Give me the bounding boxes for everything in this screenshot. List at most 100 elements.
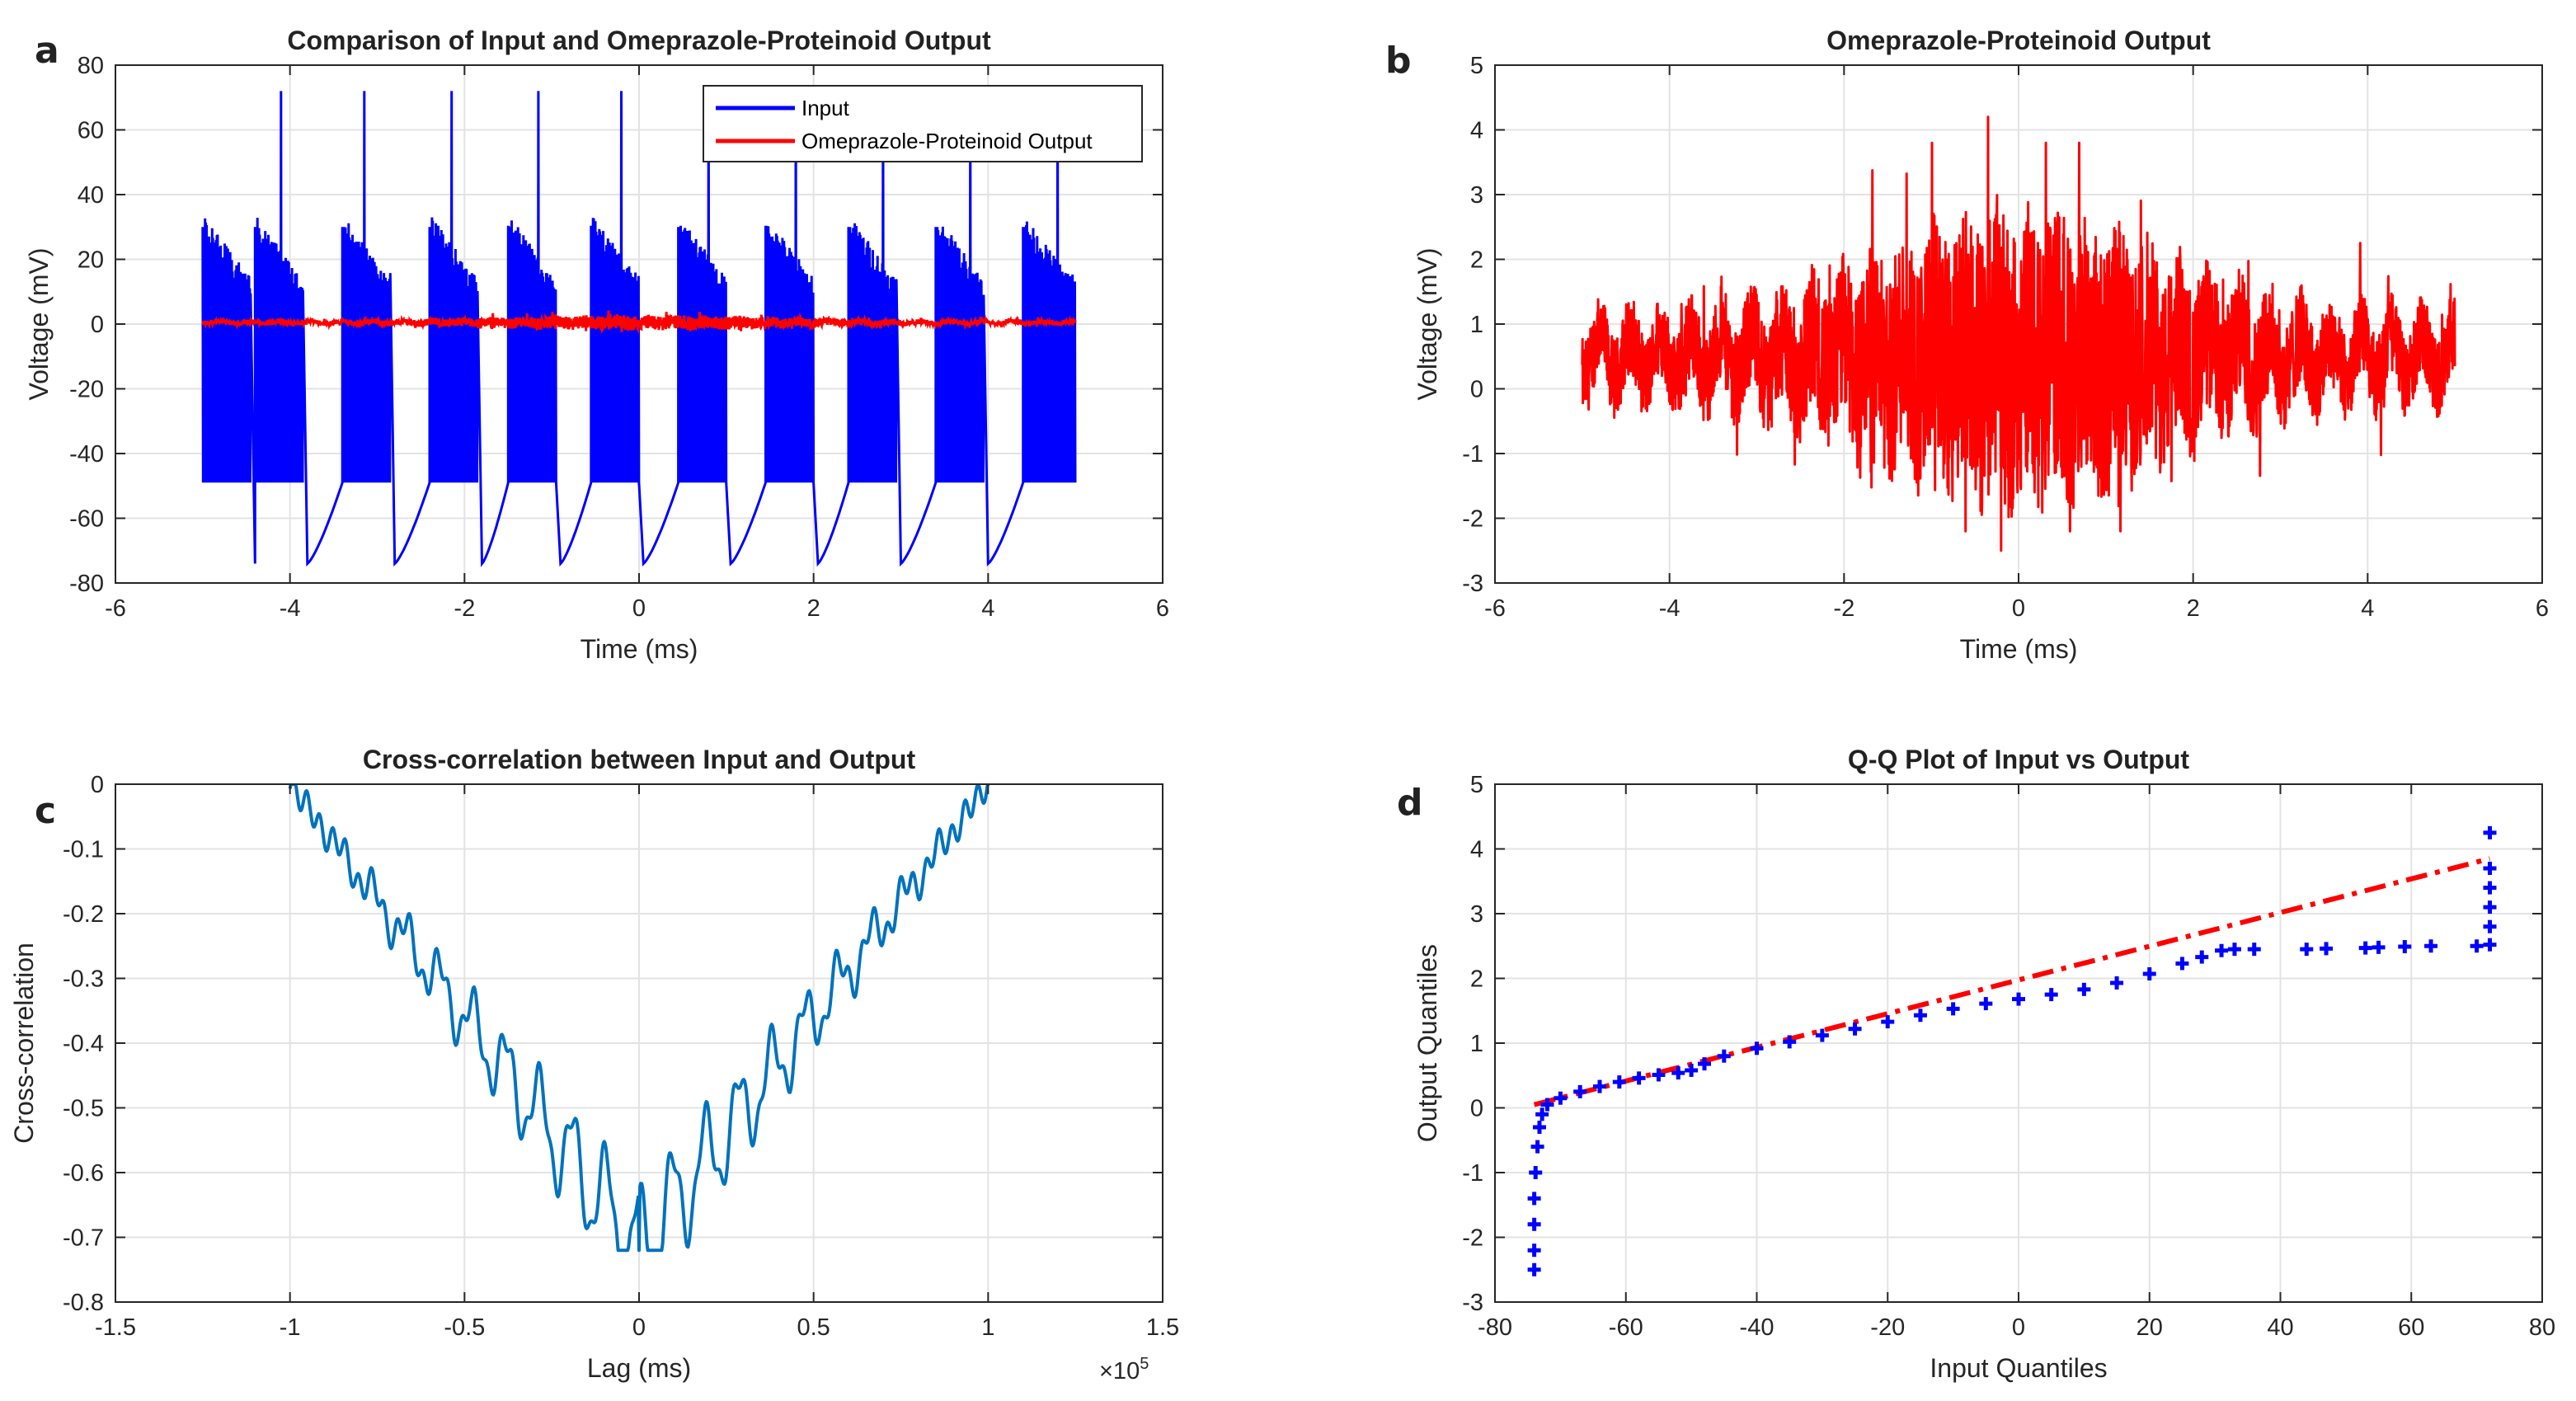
qq-point: [1527, 1192, 1541, 1206]
panel-d-title: Q-Q Plot of Input vs Output: [1848, 745, 2190, 774]
y-tick-label: 80: [78, 53, 104, 79]
qq-point: [1535, 1107, 1549, 1121]
y-tick-label: 0: [91, 772, 104, 798]
qq-point: [1529, 1166, 1543, 1179]
panel-a-series: [201, 91, 1077, 567]
x-tick-label: 0.5: [797, 1314, 830, 1341]
panel-letter-b: b: [1385, 40, 1412, 82]
x-tick-label: 60: [2398, 1314, 2424, 1341]
panel-c-xlabel: Lag (ms): [587, 1353, 691, 1383]
y-tick-label: 5: [1470, 53, 1483, 79]
qq-point: [2012, 992, 2025, 1006]
qq-point: [1612, 1075, 1626, 1089]
x-tick-label: -2: [1833, 595, 1854, 622]
qq-point: [2424, 939, 2438, 953]
qq-point: [1946, 1002, 1960, 1016]
panel-b-ylabel: Voltage (mV): [1413, 248, 1442, 401]
y-tick-label: 3: [1470, 182, 1483, 209]
panel-letter-d: d: [1397, 782, 1423, 824]
y-tick-label: 0: [1470, 377, 1483, 403]
x-tick-label: 2: [2187, 595, 2200, 622]
qq-point: [2483, 900, 2497, 914]
y-tick-label: 4: [1470, 837, 1483, 863]
panel-b-title: Omeprazole-Proteinoid Output: [1826, 26, 2211, 55]
y-tick-label: 60: [78, 118, 104, 144]
x-tick-label: 0: [2012, 1314, 2025, 1341]
qq-point: [2227, 943, 2241, 957]
qq-point: [1671, 1066, 1685, 1080]
qq-point: [1685, 1063, 1699, 1077]
x-tick-label: -6: [105, 595, 126, 622]
qq-point: [1783, 1035, 1797, 1049]
y-tick-label: -0.2: [63, 901, 104, 928]
panel-d-grid: [1494, 783, 2543, 1303]
panel-a-legend: Input Omeprazole-Proteinoid Output: [703, 85, 1143, 162]
qq-point: [2142, 967, 2156, 981]
x-tick-label: -6: [1484, 595, 1506, 622]
legend-box: [703, 85, 1143, 162]
y-tick-label: 0: [91, 312, 104, 338]
x-tick-label: 0: [632, 595, 646, 622]
qq-point: [2110, 976, 2124, 990]
x-tick-label: 20: [2136, 1314, 2163, 1341]
legend-label-input: Input: [801, 96, 850, 120]
panel-b-series: [1581, 115, 2456, 552]
crosscorrelation-line: [288, 784, 990, 1253]
qq-point: [1652, 1068, 1666, 1082]
y-tick-label: -0.6: [63, 1160, 104, 1187]
panel-d-xlabel: Input Quantiles: [1930, 1353, 2107, 1383]
qq-point: [1632, 1071, 1646, 1085]
panel-d-ylabel: Output Quantiles: [1413, 944, 1442, 1142]
output-series-line: [201, 310, 1077, 335]
qq-point: [1750, 1041, 1764, 1055]
x-tick-label: -80: [1478, 1314, 1512, 1341]
x-tick-label: 1.5: [1146, 1314, 1179, 1341]
y-tick-label: 40: [78, 182, 104, 209]
y-tick-label: -80: [69, 571, 104, 597]
output-series-line: [1581, 115, 2456, 552]
qq-point: [2398, 940, 2412, 954]
qq-point: [2195, 950, 2209, 964]
y-tick-label: 5: [1470, 772, 1483, 798]
y-tick-label: -3: [1462, 571, 1483, 597]
x-tick-label: -1.5: [95, 1314, 136, 1341]
qq-point: [2372, 940, 2386, 954]
y-tick-label: -3: [1462, 1290, 1483, 1316]
y-tick-label: -0.8: [63, 1290, 104, 1316]
x-tick-label: -1: [280, 1314, 301, 1341]
y-tick-label: 2: [1470, 247, 1483, 274]
qq-point: [2470, 939, 2484, 953]
reference-line: [1533, 856, 2491, 1107]
qq-point: [1527, 1244, 1541, 1258]
y-tick-label: -0.3: [63, 966, 104, 993]
y-tick-label: -2: [1462, 506, 1483, 533]
qq-point: [2320, 942, 2334, 956]
x-tick-label: 1: [981, 1314, 994, 1341]
qq-point: [1554, 1091, 1568, 1105]
panel-d-qq-chart: Q-Q Plot of Input vs Output -80 -60 -40 -20…: [1413, 745, 2555, 1383]
y-tick-label: -40: [69, 441, 104, 468]
qq-point: [1717, 1049, 1731, 1063]
qq-point: [2483, 919, 2497, 933]
qq-point: [1527, 1217, 1541, 1231]
qq-point: [2175, 957, 2189, 971]
panel-d-ticks: -80 -60 -40 -20 0 20 40 60 80 -3 -2 -1 0 1 2 3 4 5: [1462, 772, 2555, 1341]
x-tick-label: 0: [2012, 595, 2025, 622]
qq-point: [2300, 943, 2314, 957]
panel-letter-c: c: [35, 790, 56, 832]
panel-a-xlabel: Time (ms): [581, 634, 698, 664]
qq-point: [1698, 1057, 1711, 1071]
x-tick-label: -4: [280, 595, 301, 622]
qq-point: [2483, 825, 2497, 839]
y-tick-label: -0.7: [63, 1225, 104, 1252]
panel-c-series: [288, 784, 990, 1253]
x-tick-label: -2: [454, 595, 475, 622]
panel-b-output-chart: Omeprazole-Proteinoid Output -6 -4 -2 0 2 4 6-…: [1413, 26, 2549, 664]
panel-c-x-multiplier: ×105: [1099, 1355, 1149, 1385]
panel-a-title: Comparison of Input and Omeprazole-Prote…: [287, 26, 991, 55]
y-tick-label: 4: [1470, 118, 1483, 144]
qq-point: [1848, 1022, 1862, 1036]
y-tick-label: -20: [69, 377, 104, 403]
